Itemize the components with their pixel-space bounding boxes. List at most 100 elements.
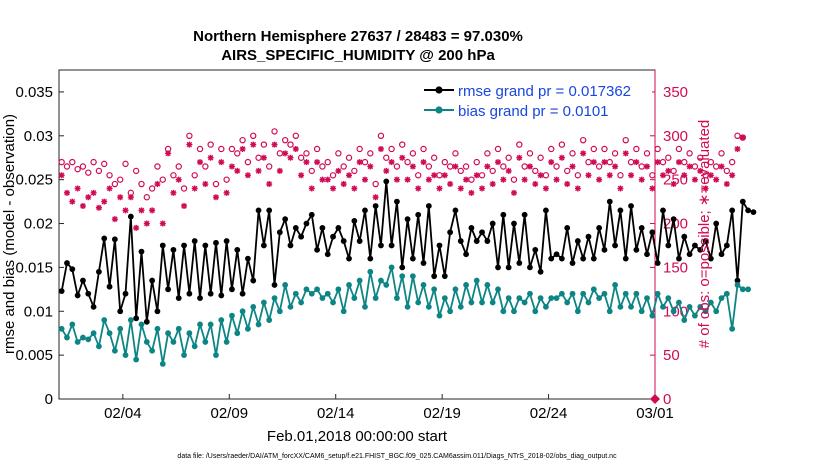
bias-point <box>234 330 241 337</box>
rmse-point <box>553 251 560 258</box>
bias-point <box>175 325 182 332</box>
possible-obs-marker <box>617 172 624 179</box>
evaluated-obs-marker <box>532 181 539 188</box>
evaluated-obs-marker <box>186 141 193 148</box>
x-tick-label: 02/04 <box>104 405 142 422</box>
possible-obs-marker <box>239 136 246 144</box>
possible-obs-marker <box>489 167 496 175</box>
y-right-tick-label: 300 <box>663 128 688 145</box>
possible-obs-marker <box>723 167 731 175</box>
evaluated-obs-marker <box>335 167 342 174</box>
y-left-tick-label: 0.02 <box>24 216 53 233</box>
possible-obs-marker <box>707 158 715 166</box>
rmse-point <box>543 207 549 214</box>
bias-point <box>138 321 145 328</box>
evaluated-obs-marker <box>409 163 416 170</box>
rmse-point <box>202 242 209 249</box>
evaluated-obs-marker <box>181 202 188 209</box>
bias-point <box>564 299 571 306</box>
rmse-point <box>213 239 219 246</box>
evaluated-obs-marker <box>372 194 379 201</box>
rmse-point <box>415 211 422 218</box>
rmse-point <box>436 242 443 249</box>
evaluated-obs-marker <box>526 163 533 170</box>
rmse-point <box>745 207 752 214</box>
bias-point <box>191 343 198 350</box>
bias-point <box>548 295 555 302</box>
rmse-point <box>69 266 76 273</box>
evaluated-obs-marker <box>319 176 326 183</box>
evaluated-obs-marker <box>489 181 496 188</box>
rmse-point <box>159 242 166 249</box>
legend-bias-marker <box>435 106 443 114</box>
bias-point <box>271 295 278 302</box>
possible-obs-marker <box>281 136 289 144</box>
rmse-point <box>149 277 156 284</box>
possible-obs-marker <box>154 163 161 170</box>
possible-obs-marker <box>313 145 321 153</box>
bias-point <box>239 308 246 315</box>
bias-point <box>282 282 289 288</box>
bias-point <box>596 295 603 302</box>
possible-obs-marker <box>329 172 337 179</box>
rmse-point <box>394 198 400 205</box>
possible-obs-marker <box>175 163 182 170</box>
evaluated-obs-marker <box>271 141 278 148</box>
evaluated-obs-marker <box>574 185 581 192</box>
rmse-point <box>106 283 113 290</box>
possible-obs-marker <box>590 145 598 153</box>
rmse-point <box>111 236 118 243</box>
possible-obs-marker <box>319 163 326 170</box>
bias-point <box>612 282 618 288</box>
evaluated-obs-marker <box>393 176 400 183</box>
evaluated-obs-marker <box>617 185 624 192</box>
bias-point <box>537 295 544 302</box>
evaluated-obs-marker <box>649 185 656 192</box>
evaluated-obs-marker <box>585 172 592 179</box>
x-tick-label: 02/09 <box>211 405 249 422</box>
rmse-point <box>303 220 310 227</box>
bias-point <box>729 325 736 332</box>
y-right-tick-label: 50 <box>663 347 680 364</box>
y-right-tick-label: 200 <box>663 216 688 233</box>
evaluated-obs-marker <box>441 172 448 179</box>
evaluated-obs-marker <box>207 154 214 161</box>
evaluated-obs-marker <box>542 185 549 192</box>
possible-obs-marker <box>569 150 576 157</box>
legend-rmse-label: rmse grand pr = 0.017362 <box>458 83 631 100</box>
bias-point <box>351 295 358 302</box>
bias-point <box>681 317 688 323</box>
possible-obs-marker <box>558 141 566 148</box>
evaluated-obs-marker <box>276 167 283 174</box>
y-left-tick-label: 0.035 <box>15 84 53 101</box>
rmse-point <box>473 238 480 244</box>
evaluated-obs-marker <box>553 176 560 183</box>
evaluated-obs-marker <box>463 176 470 183</box>
bias-point <box>74 339 81 345</box>
evaluated-obs-marker <box>346 172 353 179</box>
bias-point <box>580 290 587 297</box>
evaluated-obs-marker <box>228 163 235 170</box>
rmse-point <box>431 273 438 280</box>
possible-obs-marker <box>595 163 603 170</box>
y-left-tick-label: 0.01 <box>24 303 53 320</box>
possible-obs-marker <box>303 150 310 157</box>
rmse-point <box>346 255 352 262</box>
possible-obs-marker <box>505 154 512 161</box>
evaluated-obs-marker <box>713 176 720 183</box>
evaluated-obs-marker <box>505 167 512 174</box>
possible-obs-marker <box>116 176 124 183</box>
possible-obs-marker <box>79 163 87 170</box>
bias-point <box>266 317 273 323</box>
evaluated-obs-marker <box>644 163 651 170</box>
evaluated-obs-marker <box>356 159 363 166</box>
bias-point <box>202 339 209 345</box>
bias-point <box>229 312 235 319</box>
rmse-point <box>292 225 299 231</box>
possible-obs-marker <box>170 172 177 179</box>
x-tick-label: 02/14 <box>317 405 355 422</box>
possible-obs-marker <box>271 128 278 135</box>
y-axis-label-left: rmse and bias (model - observation) <box>1 114 18 354</box>
bias-point <box>186 330 193 337</box>
bias-point <box>287 303 294 310</box>
